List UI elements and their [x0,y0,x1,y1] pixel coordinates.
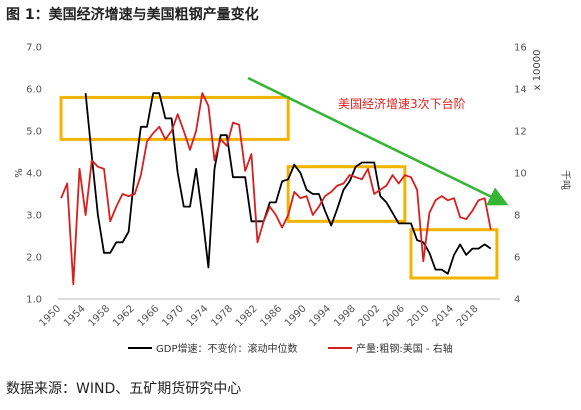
x-tick-label: 2010 [406,303,432,329]
x-tick-label: 1970 [160,303,186,329]
y-right-tick-label: 16 [514,43,527,54]
y-right-tick-label: 14 [514,85,527,96]
y-left-tick-label: 7.0 [26,43,42,54]
highlight-box-2 [286,165,407,223]
y-left-tick-label: 3.0 [26,211,42,222]
trend-arrow [247,76,509,206]
figure-title: 图 1：美国经济增速与美国粗钢产量变化 [6,7,259,23]
x-tick-label: 1986 [258,303,284,329]
x-tick-label: 2014 [430,303,456,329]
y-right-tick-label: 4 [514,295,520,306]
x-tick-label: 1962 [111,303,137,329]
x-tick-label: 1954 [62,303,88,329]
series-lines [60,92,492,286]
y-right-label: 千吨 [559,170,572,190]
y-right-tick-label: 12 [514,127,527,138]
legend-label-gdp: GDP增速：不变价：滚动中位数 [156,342,297,355]
chart-svg: 1.0 2.0 3.0 4.0 5.0 6.0 7.0 4 6 8 10 12 14 16 19501954… [14,43,572,356]
x-tick-label: 1950 [37,303,63,329]
x-tick-label: 1990 [283,303,309,329]
y-left-tick-label: 2.0 [26,253,42,264]
annotation: 美国经济增速3次下台阶 [247,76,509,206]
y-left-tick-label: 1.0 [26,295,42,306]
axes: 1.0 2.0 3.0 4.0 5.0 6.0 7.0 4 6 8 10 12 14 16 19501954… [14,43,572,330]
y-left-tick-label: 4.0 [26,169,42,180]
figure-source: 数据来源：WIND、五矿期货研究中心 [6,381,242,397]
steel-output-line [60,92,492,286]
legend: GDP增速：不变价：滚动中位数 产量:粗钢:美国 - 右轴 [128,342,453,355]
highlight-boxes [59,95,499,280]
highlight-box-3 [409,228,499,280]
annotation-text: 美国经济增速3次下台阶 [338,96,466,111]
y-left-tick-label: 6.0 [26,85,42,96]
legend-label-steel: 产量:粗钢:美国 - 右轴 [356,342,453,355]
x-tick-label: 1978 [209,303,235,329]
y-right-tick-label: 10 [514,169,527,180]
x-tick-label: 1998 [332,303,358,329]
y-left-label: % [14,168,25,178]
x-tick-label: 1974 [185,303,211,329]
gdp-growth-line [84,92,492,275]
y-left-tick-label: 5.0 [26,127,42,138]
x-tick-label: 2002 [357,303,383,329]
y-right-tick-label: 6 [514,253,520,264]
x-tick-label: 2018 [455,303,481,329]
y-right-unit-note: x 10000 [532,50,543,91]
x-tick-label: 1966 [136,303,162,329]
y-right-tick-label: 8 [514,211,520,222]
x-tick-label: 1958 [87,303,113,329]
x-tick-label: 1994 [308,303,334,329]
x-tick-label: 2006 [381,303,407,329]
highlight-box-1 [59,95,290,141]
x-tick-label: 1982 [234,303,260,329]
